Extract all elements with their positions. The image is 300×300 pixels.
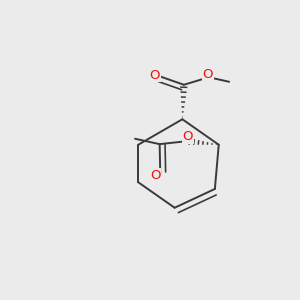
Text: O: O: [183, 130, 193, 143]
Text: O: O: [202, 68, 213, 81]
Text: O: O: [149, 69, 160, 82]
Text: O: O: [150, 169, 161, 182]
